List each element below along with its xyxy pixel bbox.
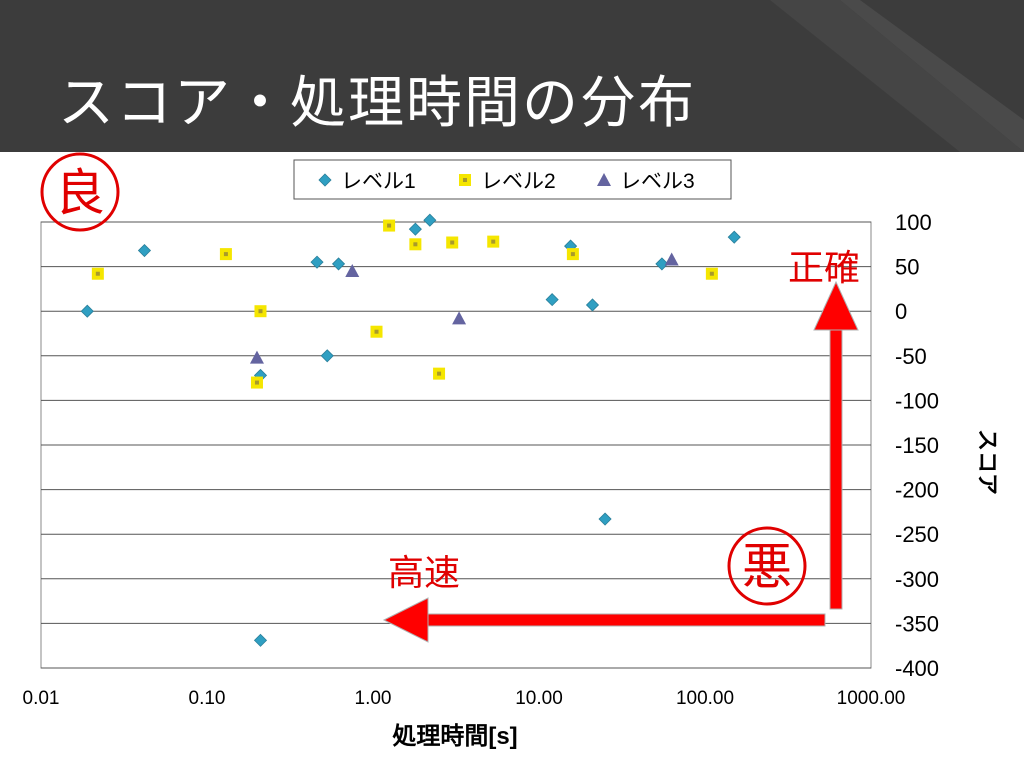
speed-label: 高速 <box>388 553 460 594</box>
point-series-2 <box>433 367 446 380</box>
bad-mark-text: 悪 <box>742 538 792 596</box>
good-circle <box>40 152 120 232</box>
accuracy-arrow <box>813 280 859 610</box>
legend-label-1: レベル1 <box>341 170 416 193</box>
point-series-1 <box>320 349 334 363</box>
point-series-1 <box>331 257 346 271</box>
point-series-2-core <box>223 252 228 257</box>
point-series-2 <box>383 219 396 232</box>
point-series-1 <box>80 304 94 318</box>
legend-label-3: レベル3 <box>620 170 695 193</box>
y-tick-label: -300 <box>895 567 939 592</box>
point-series-2 <box>250 376 263 389</box>
point-series-2 <box>705 267 718 280</box>
legend: レベル1 レベル2 レベル3 <box>293 159 732 200</box>
y-tick-label: -400 <box>895 656 939 681</box>
legend-marker-2 <box>459 174 471 186</box>
point-series-1 <box>598 512 612 526</box>
good-mark: 良 <box>40 152 120 232</box>
legend-marker-3 <box>597 173 611 186</box>
data-points <box>80 213 741 647</box>
scatter-chart: 100 50 0 -50 -100 -150 -200 -250 -300 -350 -400 0.… <box>23 152 1000 750</box>
x-tick-label: 0.10 <box>189 688 226 709</box>
point-series-3 <box>664 252 679 266</box>
point-series-3 <box>249 350 264 364</box>
point-series-3 <box>345 264 360 278</box>
y-tick-label: 50 <box>895 255 919 280</box>
point-series-1 <box>585 298 600 312</box>
point-series-2 <box>566 248 579 261</box>
accuracy-arrow-head <box>813 280 859 331</box>
point-series-2 <box>219 248 232 261</box>
point-series-2 <box>91 267 104 280</box>
point-series-1 <box>137 243 152 258</box>
point-series-2-core <box>709 271 714 276</box>
y-axis-label: スコア <box>975 429 1000 495</box>
y-tick-label: -350 <box>895 611 939 636</box>
point-series-1 <box>727 230 741 244</box>
point-series-2-core <box>387 223 392 228</box>
grid-lines <box>41 221 871 669</box>
y-tick-label: -200 <box>895 478 939 503</box>
point-series-2 <box>487 235 500 248</box>
accuracy-label: 正確 <box>788 248 860 289</box>
point-series-2-core <box>95 271 100 276</box>
y-tick-label: -50 <box>895 344 927 369</box>
good-mark-text: 良 <box>55 164 105 222</box>
point-series-1 <box>253 633 268 647</box>
legend-box <box>293 159 732 200</box>
speed-arrow-head <box>382 597 429 643</box>
x-tick-label: 0.01 <box>23 688 60 709</box>
legend-marker-1 <box>318 173 332 187</box>
x-tick-label: 1.00 <box>355 688 392 709</box>
speed-arrow <box>382 597 826 643</box>
y-tick-label: -250 <box>895 522 939 547</box>
speed-arrow-shaft <box>424 613 826 627</box>
legend-label-2: レベル2 <box>481 170 556 193</box>
header-decoration <box>770 0 1024 152</box>
point-series-1 <box>310 255 324 269</box>
point-series-2-core <box>374 329 379 334</box>
point-series-1 <box>423 213 437 227</box>
x-axis-label: 処理時間[s] <box>392 723 517 750</box>
point-series-2 <box>254 305 267 318</box>
legend-marker-2-core <box>463 178 467 182</box>
point-series-2 <box>370 325 383 338</box>
x-tick-label: 1000.00 <box>837 688 906 709</box>
point-series-2-core <box>258 309 263 314</box>
y-tick-label: 100 <box>895 210 932 235</box>
y-tick-label: -150 <box>895 433 939 458</box>
point-series-2-core <box>450 240 455 245</box>
slide-title: スコア・処理時間の分布 <box>58 71 696 136</box>
y-tick-label: -100 <box>895 388 939 413</box>
x-tick-label: 100.00 <box>676 688 734 709</box>
point-series-2-core <box>413 242 418 247</box>
point-series-2-core <box>254 380 259 385</box>
point-series-2-core <box>437 371 442 376</box>
point-series-2 <box>409 238 422 251</box>
accuracy-arrow-shaft <box>829 326 843 610</box>
x-tick-labels: 0.01 0.10 1.00 10.00 100.00 1000.00 <box>23 688 906 709</box>
point-series-2-core <box>491 239 496 244</box>
point-series-1 <box>545 293 559 307</box>
y-tick-labels: 100 50 0 -50 -100 -150 -200 -250 -300 -350 -400 <box>895 210 939 681</box>
point-series-2-core <box>570 252 575 257</box>
point-series-1 <box>655 257 669 271</box>
bad-circle <box>727 526 807 606</box>
point-series-1 <box>408 222 422 236</box>
x-tick-label: 10.00 <box>515 688 563 709</box>
point-series-2 <box>446 236 459 249</box>
point-series-3 <box>452 311 467 325</box>
bad-mark: 悪 <box>727 526 807 606</box>
title-bar: スコア・処理時間の分布 <box>0 0 1024 152</box>
y-tick-label: 0 <box>895 299 907 324</box>
